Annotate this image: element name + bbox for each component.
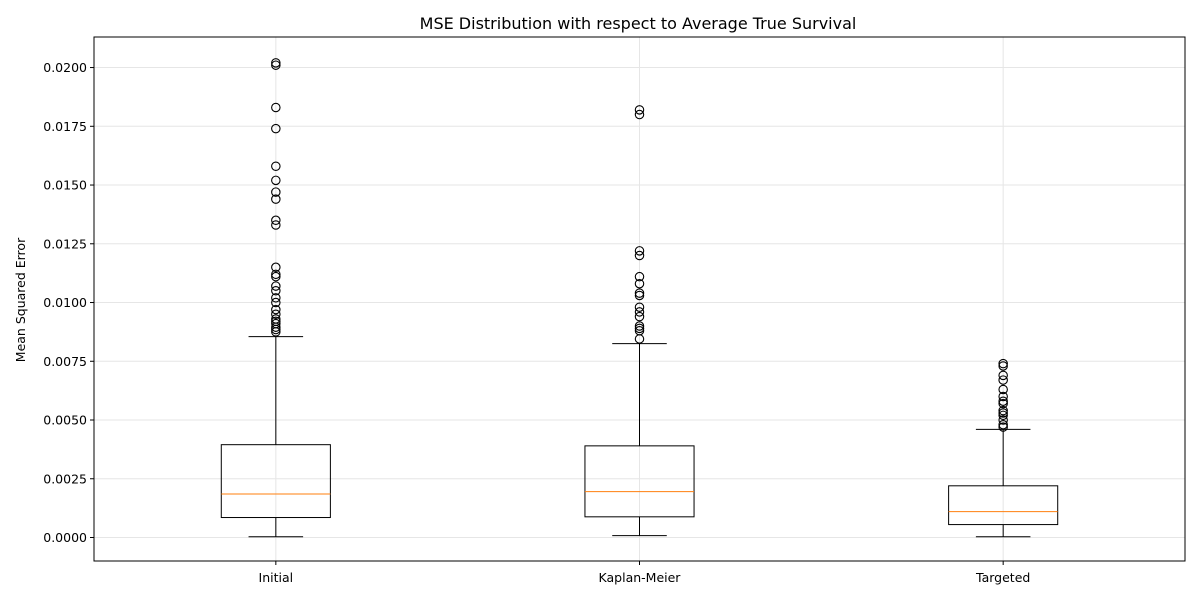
outlier-point xyxy=(998,398,1008,409)
box-group-targeted xyxy=(948,358,1059,538)
x-axis-ticks: Initial Kaplan-Meier Targeted xyxy=(259,561,1030,585)
outlier-point xyxy=(271,271,281,282)
outlier-point xyxy=(634,311,645,322)
outlier-point xyxy=(634,288,645,298)
y-tick-label: 0.0125 xyxy=(43,236,87,251)
outlier-point xyxy=(271,314,281,324)
outlier-point xyxy=(634,246,645,256)
y-tick-label: 0.0050 xyxy=(43,413,87,428)
outlier-point xyxy=(271,175,281,186)
outlier-point xyxy=(271,293,281,303)
grid-lines xyxy=(94,37,1185,561)
iqr-box xyxy=(220,444,331,519)
y-tick-label: 0.0000 xyxy=(43,530,87,545)
y-axis-ticks: 0.0000 0.0025 0.0050 0.0075 0.0100 0.0125 0.01… xyxy=(43,60,94,545)
y-tick-label: 0.0200 xyxy=(43,60,87,75)
y-axis-label: Mean Squared Error xyxy=(13,237,28,362)
outlier-point xyxy=(998,370,1008,381)
y-tick-label: 0.0175 xyxy=(43,119,87,134)
outlier-point xyxy=(271,187,281,197)
box-layer xyxy=(220,58,1059,538)
outlier-point xyxy=(998,358,1008,369)
box-group-kaplan-meier xyxy=(584,105,695,537)
y-tick-label: 0.0150 xyxy=(43,178,87,193)
y-tick-label: 0.0025 xyxy=(43,471,87,486)
outlier-point xyxy=(998,415,1008,425)
outlier-point xyxy=(271,220,281,230)
iqr-box xyxy=(584,445,695,518)
outlier-point xyxy=(998,391,1008,402)
outlier-point xyxy=(998,361,1008,371)
outlier-point xyxy=(271,123,281,134)
y-tick-label: 0.0075 xyxy=(43,354,87,369)
outlier-point xyxy=(271,215,281,226)
y-tick-label: 0.0100 xyxy=(43,295,87,310)
outlier-point xyxy=(998,405,1008,416)
outlier-point xyxy=(271,297,281,308)
outlier-point xyxy=(998,410,1008,421)
outlier-point xyxy=(271,304,281,315)
outlier-point xyxy=(998,419,1008,430)
outlier-point xyxy=(634,325,645,336)
box-group-initial xyxy=(220,58,331,538)
outlier-point xyxy=(271,281,281,291)
x-tick-label: Kaplan-Meier xyxy=(599,570,682,585)
x-tick-label: Initial xyxy=(259,570,294,585)
outlier-point xyxy=(271,269,281,280)
outlier-point xyxy=(634,250,645,261)
x-tick-label: Targeted xyxy=(975,570,1030,585)
outlier-point xyxy=(634,278,645,289)
outlier-point xyxy=(271,318,281,329)
outlier-point xyxy=(634,302,645,312)
outlier-point xyxy=(634,105,645,115)
outlier-point xyxy=(634,271,645,282)
outlier-point xyxy=(998,422,1008,432)
iqr-box xyxy=(948,485,1059,526)
outlier-point xyxy=(271,316,281,327)
outlier-point xyxy=(271,309,281,320)
outlier-point xyxy=(271,262,281,273)
outlier-point xyxy=(998,384,1008,395)
outlier-point xyxy=(634,321,645,331)
chart-title: MSE Distribution with respect to Average… xyxy=(420,14,857,33)
outlier-point xyxy=(271,60,281,70)
outlier-point xyxy=(634,323,645,334)
outlier-point xyxy=(271,286,281,296)
outlier-point xyxy=(998,396,1008,406)
outlier-point xyxy=(634,307,645,317)
outlier-point xyxy=(998,375,1008,385)
outlier-point xyxy=(634,109,645,120)
outlier-point xyxy=(271,102,281,113)
outlier-point xyxy=(271,58,281,68)
outlier-point xyxy=(271,194,281,204)
outlier-point xyxy=(634,290,645,301)
outlier-point xyxy=(998,408,1008,418)
outlier-point xyxy=(271,161,281,171)
